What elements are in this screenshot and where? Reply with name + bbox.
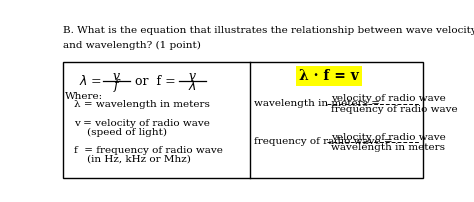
Text: frequency of radio wave: frequency of radio wave bbox=[331, 104, 458, 114]
Text: velocity of radio wave: velocity of radio wave bbox=[331, 133, 446, 142]
Text: wavelength in meters =: wavelength in meters = bbox=[254, 99, 380, 108]
Text: (speed of light): (speed of light) bbox=[74, 128, 167, 137]
Text: v: v bbox=[189, 70, 196, 83]
Text: and wavelength? (1 point): and wavelength? (1 point) bbox=[63, 41, 201, 50]
Text: f: f bbox=[114, 79, 118, 92]
Text: f  = frequency of radio wave: f = frequency of radio wave bbox=[74, 146, 223, 155]
Text: $\lambda$: $\lambda$ bbox=[188, 79, 197, 93]
Text: wavelength in meters: wavelength in meters bbox=[331, 143, 445, 152]
Text: λ = wavelength in meters: λ = wavelength in meters bbox=[74, 100, 210, 109]
Text: B. What is the equation that illustrates the relationship between wave velocity,: B. What is the equation that illustrates… bbox=[63, 26, 474, 35]
Text: λ · f = v: λ · f = v bbox=[299, 69, 359, 83]
Text: v: v bbox=[113, 70, 120, 83]
Text: velocity of radio wave: velocity of radio wave bbox=[331, 94, 446, 103]
Bar bbox=[63, 62, 423, 178]
Text: (in Hz, kHz or Mhz): (in Hz, kHz or Mhz) bbox=[74, 154, 191, 163]
Text: frequency of radio wave =: frequency of radio wave = bbox=[254, 137, 392, 146]
Text: v = velocity of radio wave: v = velocity of radio wave bbox=[74, 119, 210, 128]
Text: Where:: Where: bbox=[65, 92, 103, 101]
Text: $\lambda$ =: $\lambda$ = bbox=[80, 74, 103, 88]
Text: or  f =: or f = bbox=[135, 75, 175, 87]
